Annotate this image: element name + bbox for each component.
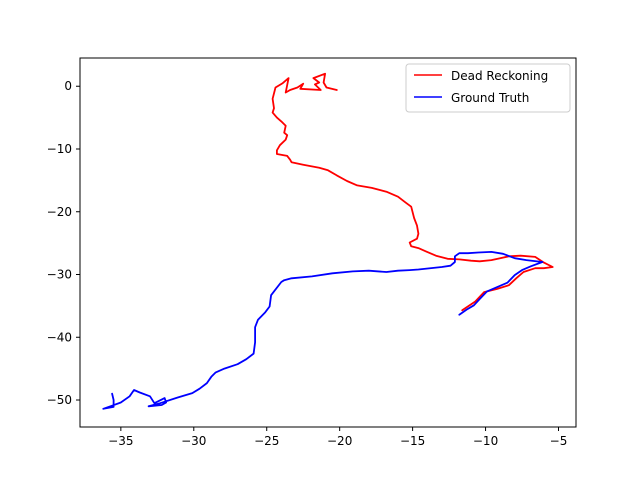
- x-tick-label: −20: [327, 434, 352, 448]
- legend-label-ground-truth: Ground Truth: [451, 91, 529, 105]
- plot-frame: [79, 57, 577, 428]
- y-axis: 0 −10 −20 −30 −40 −50: [47, 79, 80, 407]
- legend: Dead Reckoning Ground Truth: [405, 63, 571, 113]
- legend-label-dead-reckoning: Dead Reckoning: [451, 69, 548, 83]
- x-tick-label: −25: [254, 434, 279, 448]
- series-line-ground-truth: [102, 251, 544, 410]
- x-axis: −35 −30 −25 −20 −15 −10 −5: [108, 427, 567, 448]
- x-tick-label: −30: [181, 434, 206, 448]
- y-tick-label: −30: [47, 268, 72, 282]
- x-tick-label: −10: [473, 434, 498, 448]
- y-tick-label: −50: [47, 393, 72, 407]
- y-tick-label: 0: [64, 79, 72, 93]
- y-tick-label: −40: [47, 330, 72, 344]
- x-tick-label: −15: [400, 434, 425, 448]
- y-tick-label: −20: [47, 205, 72, 219]
- series-layer: [102, 72, 554, 410]
- legend-frame: [405, 63, 571, 113]
- series-line-dead-reckoning: [271, 72, 554, 312]
- x-tick-label: −35: [108, 434, 133, 448]
- x-tick-label: −5: [550, 434, 568, 448]
- y-tick-label: −10: [47, 142, 72, 156]
